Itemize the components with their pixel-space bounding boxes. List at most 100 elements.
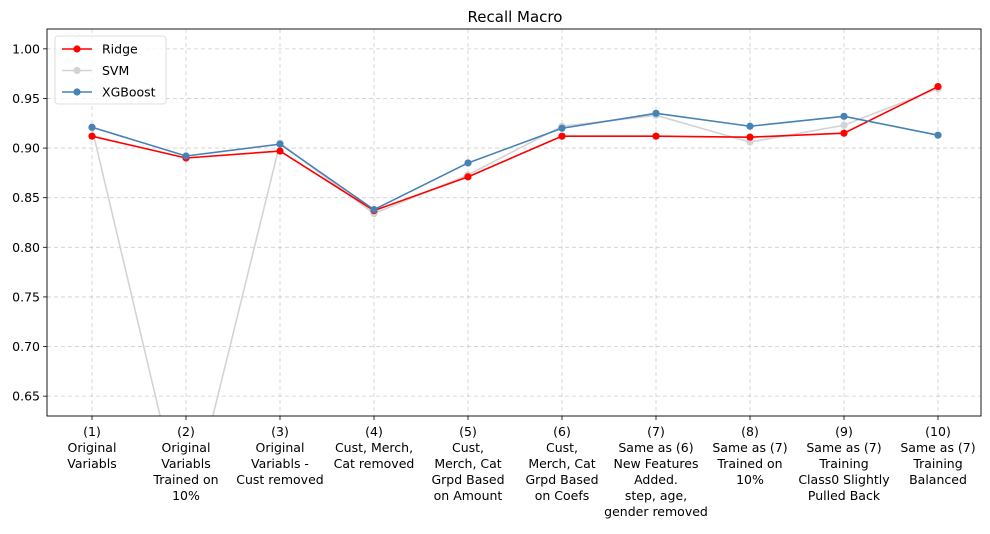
legend-box <box>54 35 167 105</box>
data-point-svm <box>840 121 848 129</box>
x-tick-label: (1) Original Variabls <box>67 424 116 471</box>
x-tick-label-line: (2) <box>177 424 195 439</box>
data-point-xgboost <box>88 123 96 131</box>
series-line-xgboost <box>91 112 939 211</box>
data-point-xgboost <box>464 159 472 167</box>
data-point-xgboost <box>370 206 378 214</box>
data-point-ridge <box>840 129 848 137</box>
x-tick-label-line: Merch, Cat <box>528 456 595 471</box>
x-tick-label-line: Training <box>912 456 962 471</box>
data-point-xgboost <box>558 124 566 132</box>
data-point-ridge <box>934 82 942 91</box>
x-tick-label-line: Grpd Based <box>431 472 504 487</box>
x-tick-label-line: 10% <box>736 472 764 487</box>
x-tick-label-line: Same as (7) <box>900 440 975 455</box>
x-tick-label-line: on Amount <box>434 488 503 503</box>
x-tick-label-line: (4) <box>365 424 383 439</box>
chart-title: Recall Macro <box>468 8 563 26</box>
x-tick-label-line: Cat removed <box>334 456 415 471</box>
data-point-xgboost <box>652 109 660 117</box>
x-tick-label-line: Cust removed <box>236 472 323 487</box>
legend-label-svm: SVM <box>102 63 129 78</box>
data-point-ridge <box>652 132 660 140</box>
y-tick-label: 0.90 <box>12 141 40 156</box>
legend-label-xgboost: XGBoost <box>102 85 156 100</box>
y-tick-label: 0.75 <box>12 289 40 304</box>
y-tick-label: 0.65 <box>12 389 40 404</box>
legend-marker-xgboost <box>73 88 81 96</box>
y-tick-label: 0.80 <box>12 240 40 255</box>
x-tick-label-line: Cust, Merch, <box>335 440 413 455</box>
x-tick-label-line: New Features <box>614 456 699 471</box>
y-tick-label: 0.70 <box>12 339 40 354</box>
x-tick-label-line: (5) <box>459 424 477 439</box>
x-tick-label-line: Variabls - <box>251 456 309 471</box>
data-point-svm <box>746 138 754 146</box>
x-tick-label-line: (3) <box>271 424 289 439</box>
data-point-xgboost <box>746 122 754 130</box>
data-point-xgboost <box>934 131 942 139</box>
plot-frame <box>46 28 982 417</box>
x-tick-label-line: Trained on <box>716 456 782 471</box>
x-tick-label: (10) Same as (7) Training Balanced <box>900 424 975 487</box>
x-tick-label-line: Added. <box>634 472 678 487</box>
data-point-svm <box>182 522 189 529</box>
x-tick-label-line: Same as (6) <box>618 440 693 455</box>
x-tick-label-line: step, age, <box>625 488 687 503</box>
x-tick-label-line: gender removed <box>604 504 708 519</box>
x-tick-label-line: Pulled Back <box>808 488 881 503</box>
data-point-xgboost <box>840 112 848 120</box>
data-point-ridge <box>88 132 96 140</box>
x-tick-label-line: (7) <box>647 424 665 439</box>
x-tick-label-line: Grpd Based <box>525 472 598 487</box>
data-point-xgboost <box>276 140 284 148</box>
legend-label-ridge: Ridge <box>102 42 138 57</box>
series-layer <box>88 82 942 529</box>
x-tick-label-line: Original <box>256 440 305 455</box>
data-point-ridge <box>558 132 566 140</box>
x-tick-label: (8) Same as (7) Trained on 10% <box>712 424 787 487</box>
x-tick-label-line: Balanced <box>909 472 967 487</box>
y-tick-label: 0.95 <box>12 91 40 106</box>
data-point-xgboost <box>182 152 190 160</box>
x-tick-label-line: (6) <box>553 424 571 439</box>
axis-layer: 0.650.700.750.800.850.900.951.00(1) Origi… <box>12 41 975 519</box>
x-tick-label-line: Trained on <box>152 472 218 487</box>
x-tick-label-line: (8) <box>741 424 759 439</box>
legend-marker-svm <box>73 66 81 75</box>
x-tick-label-line: Cust, <box>546 440 578 455</box>
legend-marker-ridge <box>73 45 81 53</box>
x-tick-label-line: Class0 Slightly <box>798 472 890 487</box>
x-tick-label-line: 10% <box>172 488 200 503</box>
series-line-ridge <box>91 85 939 212</box>
x-tick-label-line: Merch, Cat <box>434 456 501 471</box>
y-tick-label: 1.00 <box>12 41 40 56</box>
x-tick-label-line: (9) <box>835 424 853 439</box>
x-tick-label: (6) Cust, Merch, Cat Grpd Based on Coefs <box>525 424 598 503</box>
x-tick-label: (5) Cust, Merch, Cat Grpd Based on Amount <box>431 424 504 503</box>
data-point-ridge <box>746 133 754 141</box>
x-tick-label-line: (10) <box>925 424 951 439</box>
x-tick-label-line: (1) <box>83 424 101 439</box>
x-tick-label: (2) Original Variabls Trained on 10% <box>152 424 218 503</box>
x-tick-label-line: Same as (7) <box>712 440 787 455</box>
data-point-ridge <box>464 173 472 181</box>
x-tick-label-line: Original <box>68 440 117 455</box>
x-tick-label-line: Training <box>818 456 868 471</box>
data-point-ridge <box>276 147 284 155</box>
x-tick-label-line: Variabls <box>161 456 210 471</box>
x-tick-label: (9) Same as (7) Training Class0 Slightly Pul… <box>798 424 890 503</box>
series-line-svm <box>91 87 939 416</box>
x-tick-label: (7) Same as (6) New Features Added. step, ag… <box>604 424 708 519</box>
x-tick-label-line: Original <box>162 440 211 455</box>
x-tick-label-line: on Coefs <box>535 488 590 503</box>
x-tick-label-line: Cust, <box>452 440 484 455</box>
x-tick-label-line: Variabls <box>67 456 116 471</box>
y-tick-label: 0.85 <box>12 190 40 205</box>
x-tick-label: (4) Cust, Merch, Cat removed <box>334 424 415 471</box>
x-tick-label-line: Same as (7) <box>806 440 881 455</box>
grid-layer <box>47 29 981 416</box>
legend: Ridge SVM XGBoost <box>54 35 167 105</box>
